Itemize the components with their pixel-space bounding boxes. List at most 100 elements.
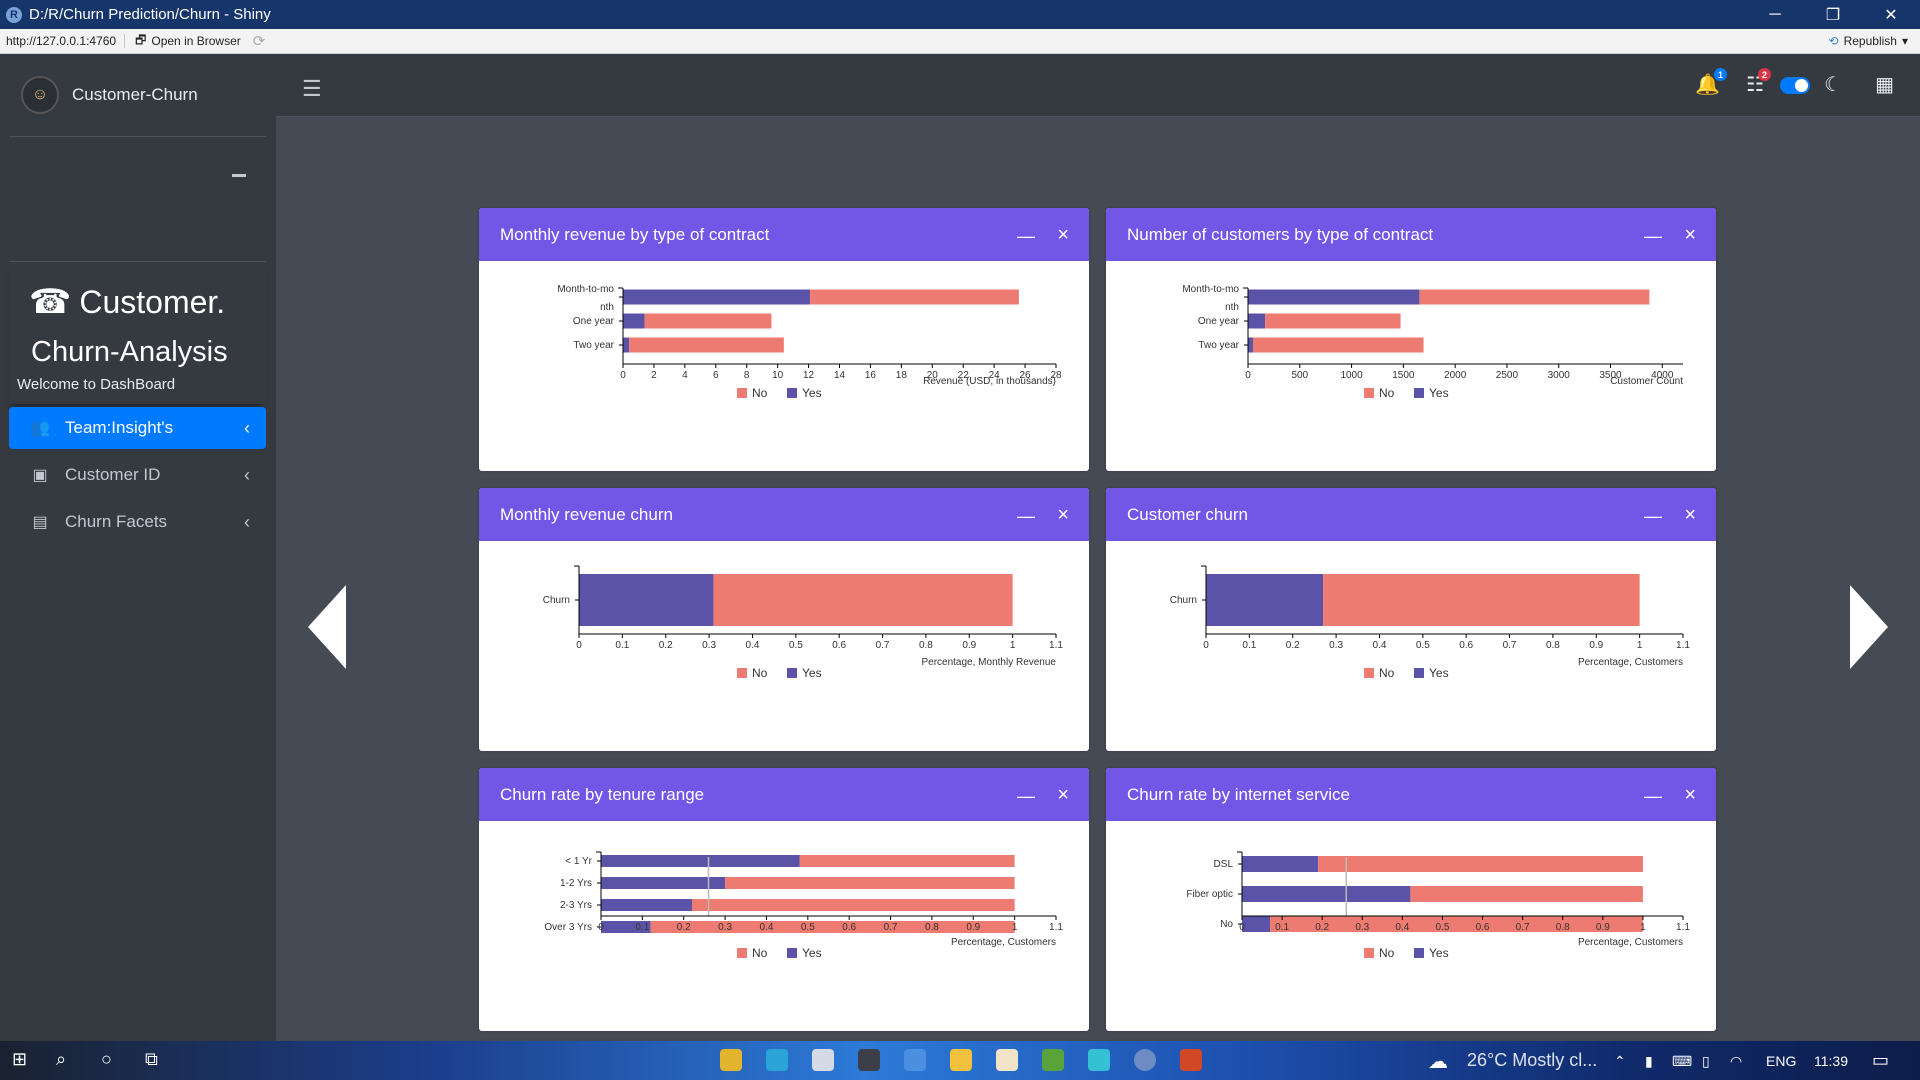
m-app-icon[interactable] [812,1049,834,1071]
bar-yes[interactable] [1248,289,1420,305]
legend-swatch-yes [1414,948,1424,958]
carousel-next-arrow-icon[interactable] [1850,585,1888,669]
bar-no[interactable] [713,574,1013,626]
usb-icon[interactable]: ▯ [1702,1053,1710,1069]
brand-link[interactable]: ☺ Customer-Churn [9,54,266,137]
card-collapse-button[interactable]: — [1017,786,1035,806]
clock[interactable]: 11:39 [1814,1053,1848,1069]
legend-swatch-yes [787,948,797,958]
bar-no[interactable] [629,337,784,353]
bar-no[interactable] [1265,313,1401,329]
tasks-icon[interactable]: ☷ 2 [1746,68,1771,97]
bar-yes[interactable] [601,877,726,889]
weather-text[interactable]: 26°C Mostly cl... [1467,1050,1598,1070]
sidebar-item-team-insights[interactable]: 👥 Team:Insight's ‹ [9,407,266,449]
windows-start-icon[interactable]: ⊞ [12,1049,28,1069]
restore-button[interactable]: ❐ [1825,6,1841,24]
apps-grid-icon[interactable]: ▦ [1875,74,1894,96]
bar-no[interactable] [1419,289,1650,305]
bar-yes[interactable] [1248,337,1253,353]
sidebar-item-churn-facets[interactable]: ▤ Churn Facets ‹ [9,501,266,543]
bar-yes[interactable] [623,313,645,329]
card-header: Churn rate by tenure range — × [479,768,1089,821]
bar-yes[interactable] [1242,856,1319,872]
bar-no[interactable] [1410,886,1643,902]
card-close-button[interactable]: × [1057,224,1069,246]
cortana-icon[interactable]: ○ [101,1049,112,1069]
bar-yes[interactable] [601,899,692,911]
card-collapse-button[interactable]: — [1017,226,1035,246]
edge-app-icon[interactable] [766,1049,788,1071]
bar-yes[interactable] [1248,313,1266,329]
collapse-icon[interactable] [232,174,246,177]
battery-icon[interactable]: ▮ [1645,1053,1653,1069]
x-tick-label: 6 [713,370,719,381]
chevron-left-icon: ‹ [244,464,250,485]
chrome-app-icon[interactable] [720,1049,742,1071]
language-indicator[interactable]: ENG [1766,1053,1797,1069]
bar-yes[interactable] [601,855,800,867]
open-in-browser-button[interactable]: 🗗 Open in Browser [135,31,241,52]
nvidia-app-icon[interactable] [1042,1049,1064,1071]
minimize-button[interactable]: ─ [1769,5,1781,23]
mail-app-icon[interactable] [904,1049,926,1071]
bar-no[interactable] [1323,574,1640,626]
x-tick-label: 0.2 [1286,640,1300,651]
card-header: Monthly revenue churn — × [479,488,1089,541]
republish-button[interactable]: ⟲ Republish ▾ [1829,34,1908,48]
x-tick-label: 0.2 [677,922,691,933]
bar-no[interactable] [1318,856,1643,872]
chevron-left-icon: ‹ [244,417,250,438]
top-navbar: ☰ 🔔 1 ☷ 2 ☾ ▦ [276,54,1920,117]
unity-app-icon[interactable] [858,1049,880,1071]
bar-no[interactable] [725,877,1015,889]
file-explorer-icon[interactable] [950,1049,972,1071]
search-icon[interactable]: ⌕ [56,1049,67,1069]
r-app-icon[interactable] [1134,1049,1156,1071]
bar-yes[interactable] [623,289,811,305]
card-collapse-button[interactable]: — [1017,506,1035,526]
bar-no[interactable] [1270,916,1643,932]
bell-icon[interactable]: 🔔 1 [1695,68,1727,97]
refresh-icon[interactable]: ⟳ [252,33,266,50]
x-tick-label: 0.4 [746,640,760,651]
powerpoint-app-icon[interactable] [1180,1049,1202,1071]
bar-yes[interactable] [601,921,651,933]
x-tick-label: 0 [1245,370,1251,381]
bar-yes[interactable] [579,574,714,626]
bar-no[interactable] [799,855,1015,867]
keyboard-icon[interactable]: ⌨ [1672,1053,1693,1069]
card-collapse-button[interactable]: — [1644,506,1662,526]
wifi-icon[interactable]: ◠ [1730,1053,1743,1069]
close-window-button[interactable]: ✕ [1884,6,1898,24]
card-collapse-button[interactable]: — [1644,226,1662,246]
bar-no[interactable] [644,313,772,329]
bar-yes[interactable] [623,337,630,353]
calculator-app-icon[interactable] [996,1049,1018,1071]
carousel-prev-arrow-icon[interactable] [308,585,346,669]
bar-yes[interactable] [1242,916,1271,932]
x-tick-label: 0.7 [1516,922,1530,933]
card-close-button[interactable]: × [1057,784,1069,806]
card-header: Customer churn — × [1106,488,1716,541]
bar-yes[interactable] [1242,886,1411,902]
bar-no[interactable] [810,289,1019,305]
bar-no[interactable] [650,921,1015,933]
bar-yes[interactable] [1206,574,1324,626]
bar-no[interactable] [1252,337,1424,353]
hamburger-menu-icon[interactable]: ☰ [302,76,322,101]
dark-mode-toggle[interactable] [1780,77,1810,94]
app-icon[interactable] [1088,1049,1110,1071]
task-view-icon[interactable]: ⧉ [145,1049,158,1069]
x-tick-label: 0.7 [884,922,898,933]
card-close-button[interactable]: × [1684,224,1696,246]
bar-no[interactable] [692,899,1015,911]
url-display[interactable]: http://127.0.0.1:4760 [6,34,126,48]
card-collapse-button[interactable]: — [1644,786,1662,806]
sidebar-item-customer-id[interactable]: ▣ Customer ID ‹ [9,454,266,496]
card-close-button[interactable]: × [1057,504,1069,526]
notification-center-icon[interactable]: ▭ [1872,1050,1890,1070]
card-close-button[interactable]: × [1684,504,1696,526]
chevron-up-icon[interactable]: ⌃ [1614,1053,1626,1069]
card-close-button[interactable]: × [1684,784,1696,806]
